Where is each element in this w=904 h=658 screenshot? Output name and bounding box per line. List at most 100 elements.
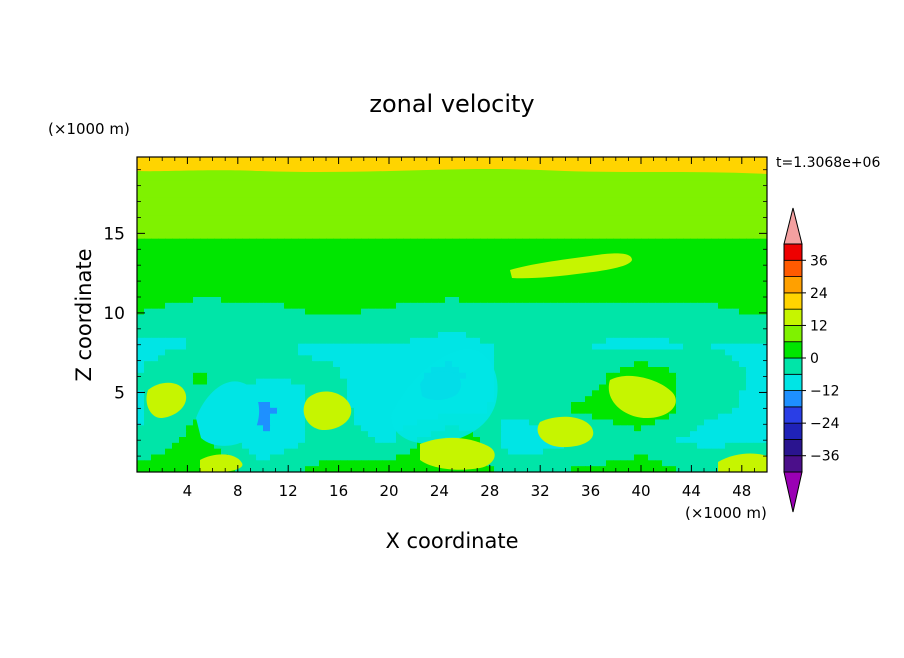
contour-cell	[270, 379, 278, 385]
contour-cell	[291, 256, 299, 262]
contour-cell	[697, 250, 705, 256]
contour-cell	[690, 175, 698, 181]
contour-cell	[606, 350, 614, 356]
contour-cell	[508, 221, 516, 227]
contour-cell	[676, 221, 684, 227]
contour-cell	[522, 233, 530, 239]
contour-cell	[158, 204, 166, 210]
contour-cell	[697, 180, 705, 186]
contour-cell	[277, 285, 285, 291]
contour-cell	[620, 437, 628, 443]
contour-cell	[704, 326, 712, 332]
contour-cell	[746, 350, 754, 356]
contour-cell	[732, 443, 740, 449]
contour-cell	[445, 297, 453, 303]
contour-cell	[739, 402, 747, 408]
contour-cell	[725, 379, 733, 385]
contour-cell	[599, 221, 607, 227]
contour-cell	[515, 280, 523, 286]
contour-cell	[753, 379, 761, 385]
contour-cell	[641, 338, 649, 344]
contour-cell	[578, 239, 586, 245]
contour-cell	[550, 460, 558, 466]
contour-cell	[193, 285, 201, 291]
contour-cell	[585, 198, 593, 204]
contour-cell	[508, 350, 516, 356]
contour-cell	[144, 332, 152, 338]
contour-cell	[319, 437, 327, 443]
contour-cell	[564, 210, 572, 216]
contour-cell	[711, 408, 719, 414]
contour-cell	[410, 250, 418, 256]
contour-cell	[725, 262, 733, 268]
contour-cell	[599, 245, 607, 251]
contour-cell	[389, 250, 397, 256]
contour-cell	[340, 373, 348, 379]
contour-cell	[228, 245, 236, 251]
contour-cell	[186, 309, 194, 315]
contour-cell	[613, 315, 621, 321]
contour-cell	[144, 344, 152, 350]
contour-cell	[298, 437, 306, 443]
contour-cell	[739, 332, 747, 338]
contour-cell	[249, 186, 257, 192]
contour-cell	[382, 402, 390, 408]
contour-cell	[599, 186, 607, 192]
contour-cell	[536, 379, 544, 385]
contour-cell	[172, 338, 180, 344]
contour-cell	[151, 245, 159, 251]
contour-cell	[424, 274, 432, 280]
contour-cell	[144, 233, 152, 239]
contour-cell	[515, 326, 523, 332]
contour-cell	[522, 425, 530, 431]
contour-cell	[718, 373, 726, 379]
contour-cell	[683, 239, 691, 245]
contour-cell	[662, 350, 670, 356]
contour-cell	[571, 215, 579, 221]
contour-cell	[221, 268, 229, 274]
contour-cell	[634, 315, 642, 321]
contour-cell	[410, 443, 418, 449]
contour-cell	[711, 437, 719, 443]
contour-cell	[319, 186, 327, 192]
contour-cell	[613, 210, 621, 216]
contour-cell	[389, 355, 397, 361]
contour-cell	[396, 338, 404, 344]
contour-cell	[725, 361, 733, 367]
contour-cell	[417, 326, 425, 332]
contour-cell	[529, 192, 537, 198]
contour-cell	[704, 303, 712, 309]
contour-cell	[662, 180, 670, 186]
contour-cell	[179, 285, 187, 291]
contour-cell	[683, 379, 691, 385]
contour-cell	[641, 455, 649, 461]
contour-cell	[718, 332, 726, 338]
contour-cell	[417, 315, 425, 321]
contour-cell	[648, 285, 656, 291]
contour-cell	[270, 274, 278, 280]
contour-cell	[256, 355, 264, 361]
contour-cell	[347, 291, 355, 297]
contour-cell	[137, 373, 145, 379]
contour-cell	[550, 344, 558, 350]
contour-cell	[263, 256, 271, 262]
contour-cell	[354, 175, 362, 181]
contour-cell	[361, 355, 369, 361]
contour-cell	[382, 175, 390, 181]
contour-cell	[340, 175, 348, 181]
contour-cell	[676, 280, 684, 286]
contour-cell	[291, 431, 299, 437]
contour-cell	[487, 175, 495, 181]
contour-cell	[620, 361, 628, 367]
contour-cell	[543, 250, 551, 256]
contour-cell	[662, 215, 670, 221]
contour-cell	[347, 431, 355, 437]
contour-cell	[648, 326, 656, 332]
contour-cell	[676, 186, 684, 192]
contour-cell	[298, 385, 306, 391]
contour-cell	[417, 361, 425, 367]
contour-cell	[536, 338, 544, 344]
contour-cell	[305, 326, 313, 332]
contour-cell	[186, 425, 194, 431]
contour-cell	[550, 280, 558, 286]
